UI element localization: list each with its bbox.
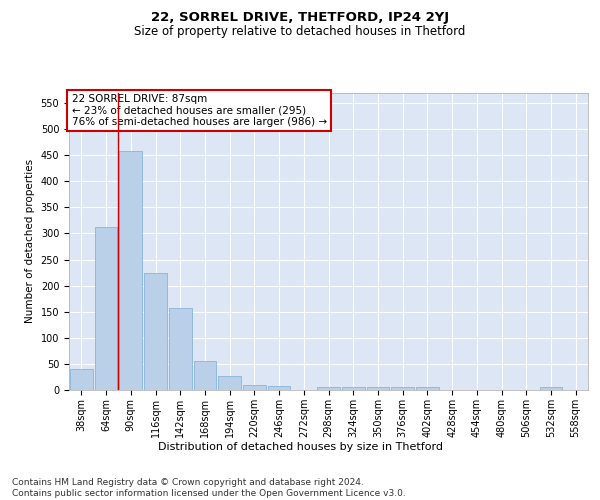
- Text: Size of property relative to detached houses in Thetford: Size of property relative to detached ho…: [134, 25, 466, 38]
- Bar: [144, 273, 167, 390]
- Bar: [194, 362, 216, 390]
- Text: Contains HM Land Registry data © Crown copyright and database right 2024.
Contai: Contains HM Land Registry data © Crown c…: [12, 478, 406, 498]
- Bar: [169, 308, 191, 390]
- Bar: [416, 388, 439, 390]
- Bar: [218, 376, 241, 390]
- Bar: [243, 385, 266, 390]
- Bar: [95, 226, 118, 390]
- Text: 22, SORREL DRIVE, THETFORD, IP24 2YJ: 22, SORREL DRIVE, THETFORD, IP24 2YJ: [151, 11, 449, 24]
- Bar: [70, 369, 93, 390]
- Bar: [391, 388, 414, 390]
- Y-axis label: Number of detached properties: Number of detached properties: [25, 159, 35, 324]
- Bar: [342, 388, 365, 390]
- Bar: [539, 388, 562, 390]
- Bar: [317, 388, 340, 390]
- Bar: [367, 388, 389, 390]
- Text: Distribution of detached houses by size in Thetford: Distribution of detached houses by size …: [157, 442, 443, 452]
- Bar: [119, 151, 142, 390]
- Bar: [268, 386, 290, 390]
- Text: 22 SORREL DRIVE: 87sqm
← 23% of detached houses are smaller (295)
76% of semi-de: 22 SORREL DRIVE: 87sqm ← 23% of detached…: [71, 94, 327, 127]
